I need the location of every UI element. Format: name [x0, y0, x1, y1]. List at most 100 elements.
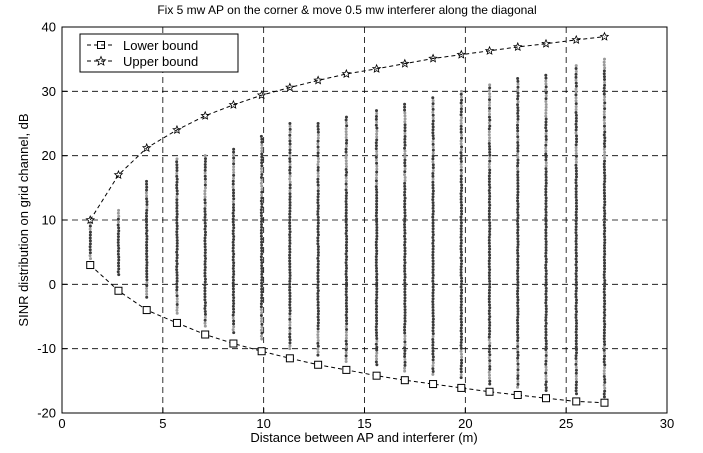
dist-dot [203, 201, 207, 205]
dist-dot [544, 152, 548, 156]
dist-dot [516, 138, 520, 142]
dist-dot [544, 280, 548, 284]
dist-dot [574, 99, 578, 103]
dist-dot [344, 333, 348, 337]
dist-dot [344, 272, 348, 276]
dist-dot [288, 145, 292, 149]
dist-dot [575, 140, 579, 144]
lower-bound-point [285, 354, 294, 363]
dist-dot [460, 323, 464, 327]
dist-dot [375, 161, 379, 165]
dist-dot [316, 315, 320, 319]
dist-dot [375, 138, 379, 142]
dist-dot [375, 275, 379, 279]
dist-dot [602, 372, 606, 376]
dist-dot [516, 272, 520, 276]
dist-dot [602, 392, 606, 396]
dist-dot [574, 283, 578, 287]
dist-dot [488, 306, 492, 310]
dist-dot [459, 341, 463, 345]
dist-dot [260, 296, 264, 300]
dist-dot [574, 64, 578, 68]
dist-dot [488, 268, 492, 272]
dist-dot [459, 154, 463, 158]
dist-dot [574, 222, 578, 226]
dist-dot [144, 220, 148, 224]
dist-dot [316, 233, 320, 237]
dist-dot [316, 204, 320, 208]
dist-dot [260, 143, 264, 147]
dist-dot [203, 309, 207, 313]
lower-bound-point [142, 306, 151, 315]
dist-dot [116, 235, 120, 239]
dist-dot [203, 259, 207, 263]
dist-dot [575, 321, 579, 325]
dist-dot [488, 382, 492, 386]
dist-dot [431, 125, 435, 129]
dist-dot [403, 269, 407, 273]
dist-dot [603, 322, 607, 326]
dist-dot [145, 292, 149, 296]
dist-dot [487, 373, 491, 377]
dist-dot [602, 147, 606, 151]
dist-dot [431, 253, 435, 257]
dist-dot [544, 362, 548, 366]
dist-dot [145, 249, 149, 253]
dist-dot [488, 247, 492, 251]
dist-dot [375, 234, 379, 238]
dist-dot [544, 327, 548, 331]
dist-dot [403, 170, 407, 174]
dist-dot [232, 322, 236, 326]
dist-dot [487, 174, 491, 178]
dist-dot [516, 374, 520, 378]
dist-dot [403, 305, 407, 309]
dist-dot [516, 219, 520, 223]
dist-dot [603, 139, 607, 143]
dist-dot [544, 187, 548, 191]
dist-dot [344, 208, 348, 212]
dist-dot [488, 344, 492, 348]
dist-dot [602, 153, 606, 157]
dist-dot [544, 91, 548, 95]
y-tick-label--10: -10 [37, 341, 56, 356]
dist-dot [516, 216, 520, 220]
dist-dot [259, 214, 263, 218]
dist-dot [460, 104, 464, 108]
dist-dot [544, 88, 548, 92]
dist-dot [260, 284, 264, 288]
dist-dot [602, 360, 606, 364]
dist-dot [459, 349, 463, 353]
dist-dot [344, 252, 348, 256]
dist-dot [316, 209, 320, 213]
dist-dot [603, 325, 607, 329]
dist-dot [603, 95, 607, 99]
dist-dot [203, 207, 207, 211]
dist-dot [288, 338, 292, 342]
dist-dot [316, 171, 320, 175]
dist-dot [431, 131, 435, 135]
dist-dot [574, 310, 578, 314]
dist-dot [232, 252, 236, 256]
dist-dot [459, 303, 463, 307]
dist-dot [316, 227, 320, 231]
dist-dot [203, 154, 207, 158]
dist-dot [288, 215, 292, 219]
dist-dot [316, 292, 320, 296]
dist-dot [516, 193, 520, 197]
dist-dot [431, 273, 435, 277]
dist-dot [175, 311, 179, 315]
dist-dot [459, 136, 463, 140]
dist-dot [375, 348, 379, 352]
dist-dot [487, 162, 491, 166]
dist-dot [403, 237, 407, 241]
dist-dot [232, 162, 236, 166]
dist-dot [544, 140, 548, 144]
dist-dot [488, 232, 492, 236]
dist-dot [345, 307, 349, 311]
dist-dot [175, 224, 179, 228]
dist-dot [403, 275, 407, 279]
dist-dot [516, 100, 520, 104]
dist-dot [260, 278, 264, 282]
dist-dot [231, 232, 235, 236]
dist-dot [574, 67, 578, 71]
